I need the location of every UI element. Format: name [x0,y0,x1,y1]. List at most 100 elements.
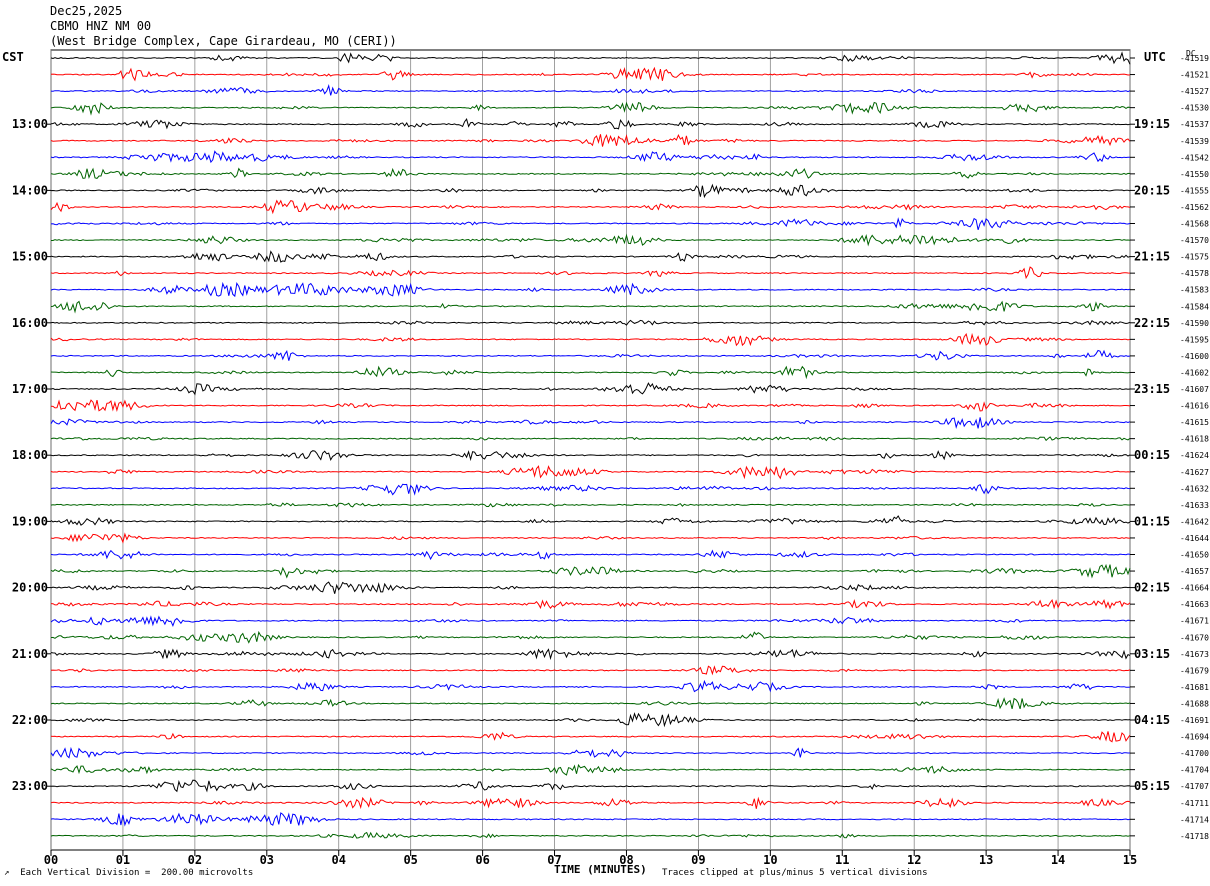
x-axis-title: TIME (MINUTES) [554,863,647,876]
trace-line [50,66,1131,82]
x-tick-label: 13 [979,853,993,867]
trace-line [50,679,1131,693]
right-hour-label: 19:15 [1134,117,1170,131]
x-tick-label: 00 [44,853,58,867]
right-hour-label: 00:15 [1134,448,1170,462]
dc-offset-label: -41527 [1180,87,1209,96]
dc-offset-label: -41570 [1180,236,1209,245]
dc-offset-label: -41673 [1180,650,1209,659]
x-tick-label: 08 [619,853,633,867]
right-hour-label: 01:15 [1134,514,1170,528]
trace-line [50,117,1131,130]
left-hour-label: 20:00 [12,581,48,595]
trace-line [50,250,1131,263]
trace-line [50,615,1131,628]
trace-line [50,399,1131,412]
dc-offset-label: -41704 [1180,766,1209,775]
trace-line [50,532,1130,544]
dc-offset-label: -41607 [1180,385,1209,394]
trace-line [50,300,1131,314]
left-hour-label: 16:00 [12,316,48,330]
trace-line [50,217,1131,230]
scale-note-text: Each Vertical Division = 200.00 microvol… [20,868,254,878]
right-timezone-label: UTC [1144,50,1166,64]
trace-line [50,630,1131,644]
dc-offset-label: -41663 [1180,600,1209,609]
right-hour-label: 20:15 [1134,183,1170,197]
dc-offset-label: -41714 [1180,815,1209,824]
trace-line [50,746,1130,759]
trace-line [51,712,1131,728]
dc-offset-label: -41711 [1180,799,1209,808]
trace-line [50,697,1131,710]
trace-line [50,382,1131,396]
left-hour-label: 22:00 [12,713,48,727]
dc-offset-label: -41633 [1180,501,1209,510]
x-tick-label: 02 [188,853,202,867]
dc-offset-label: -41578 [1180,269,1209,278]
dc-offset-label: -41550 [1180,170,1209,179]
trace-line [50,365,1131,380]
right-hour-label: 22:15 [1134,316,1170,330]
x-tick-label: 15 [1123,853,1137,867]
trace-line [50,779,1131,793]
trace-line [50,199,1131,215]
x-tick-label: 11 [835,853,849,867]
dc-offset-label: -41537 [1180,120,1209,129]
trace-line [50,563,1131,579]
dc-offset-label: -41521 [1180,71,1209,80]
trace-line [50,332,1131,347]
dc-offset-label: -41542 [1180,153,1209,162]
x-tick-label: 04 [332,853,346,867]
trace-line [50,831,1131,839]
trace-line [50,436,1131,442]
dc-offset-label: -41700 [1180,749,1209,758]
x-tick-label: 06 [475,853,489,867]
trace-line [50,549,1131,561]
right-hour-label: 02:15 [1134,581,1170,595]
dc-offset-label: -41657 [1180,567,1209,576]
dc-offset-label: -41616 [1180,402,1209,411]
right-hour-label: 03:15 [1134,647,1170,661]
dc-offset-label: -41664 [1180,584,1209,593]
dc-offset-label: -41595 [1180,335,1209,344]
x-tick-label: 09 [691,853,705,867]
dc-offset-label: -41681 [1180,683,1209,692]
left-timezone-label: CST [2,50,24,64]
scale-note: ↗ Each Vertical Division = 200.00 microv… [4,868,253,878]
dc-offset-label: -41519 [1180,54,1209,63]
left-hour-label: 13:00 [12,117,48,131]
trace-line [50,167,1131,180]
trace-line [50,417,1131,430]
trace-line [50,101,1131,116]
x-tick-label: 05 [403,853,417,867]
right-hour-label: 05:15 [1134,779,1170,793]
dc-offset-label: -41627 [1180,468,1209,477]
dc-offset-label: -41590 [1180,319,1209,328]
dc-offset-label: -41688 [1180,699,1209,708]
trace-line [50,598,1131,610]
trace-line [50,133,1131,147]
x-tick-label: 12 [907,853,921,867]
dc-offset-label: -41718 [1180,832,1209,841]
dc-offset-label: -41644 [1180,534,1209,543]
dc-offset-label: -41650 [1180,551,1209,560]
trace-line [50,319,1131,326]
right-hour-label: 04:15 [1134,713,1170,727]
trace-line [50,150,1130,164]
left-hour-label: 17:00 [12,382,48,396]
trace-line [50,51,1131,65]
dc-offset-label: -41583 [1180,286,1209,295]
dc-offset-label: -41670 [1180,633,1209,642]
dc-offset-label: -41539 [1180,137,1209,146]
left-hour-label: 19:00 [12,514,48,528]
dc-offset-label: -41575 [1180,253,1209,262]
trace-line [50,349,1131,361]
trace-line [50,665,1131,676]
left-hour-label: 21:00 [12,647,48,661]
trace-line [50,796,1131,810]
trace-line [50,281,1131,298]
dc-offset-label: -41671 [1180,617,1209,626]
dc-offset-label: -41615 [1180,418,1209,427]
